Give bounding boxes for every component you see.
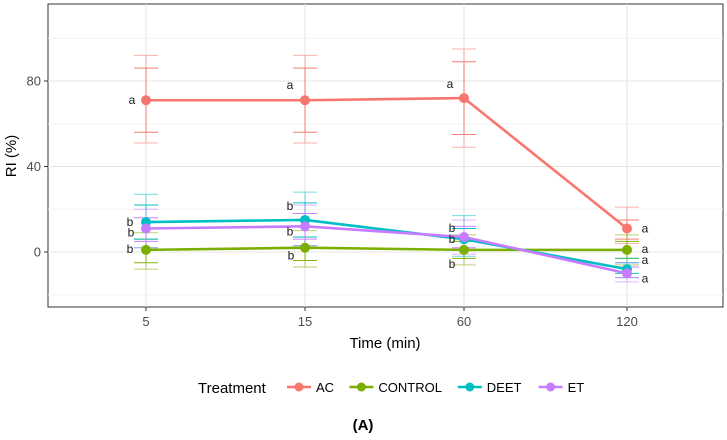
- data-point-control: [141, 244, 151, 255]
- significance-label-ac: a: [287, 78, 294, 92]
- data-point-et: [300, 221, 310, 232]
- data-point-ac: [459, 93, 469, 104]
- y-tick-label: 40: [27, 159, 41, 174]
- data-point-control: [622, 244, 632, 255]
- significance-label-ac: a: [129, 93, 136, 107]
- data-point-et: [459, 232, 469, 243]
- significance-label-control: b: [449, 257, 456, 271]
- x-tick-label: 15: [298, 314, 312, 329]
- x-axis-title: Time (min): [349, 335, 420, 352]
- data-point-et: [622, 268, 632, 279]
- series-line-ac: [146, 96, 628, 230]
- data-point-ac: [300, 95, 310, 106]
- panel-label: (A): [353, 417, 374, 434]
- significance-label-ac: a: [642, 221, 649, 235]
- legend-marker: [294, 382, 304, 392]
- legend-marker: [356, 382, 366, 392]
- legend: Treatment AC CONTROL DEET ET: [198, 380, 584, 397]
- significance-label-deet: b: [127, 215, 134, 229]
- legend-marker: [465, 382, 475, 392]
- significance-label-control: b: [288, 249, 295, 263]
- y-axis-title: RI (%): [3, 135, 20, 178]
- significance-label-control: a: [642, 242, 649, 256]
- series-lines: [145, 96, 628, 275]
- legend-label: ET: [568, 380, 585, 395]
- y-axis: 0 40 80: [27, 74, 48, 260]
- data-point-ac: [622, 223, 632, 234]
- x-axis: 5 15 60 120: [142, 307, 638, 329]
- legend-marker: [546, 382, 556, 392]
- x-tick-label: 5: [142, 314, 149, 329]
- significance-label-ac: a: [447, 77, 454, 91]
- y-tick-label: 0: [34, 245, 41, 260]
- significance-label-control: b: [127, 242, 134, 256]
- legend-title: Treatment: [198, 380, 267, 397]
- legend-label: DEET: [487, 380, 522, 395]
- y-tick-label: 80: [27, 74, 41, 89]
- data-point-ac: [141, 95, 151, 106]
- plot-panel: [47, 3, 724, 308]
- significance-label-et: a: [642, 271, 649, 285]
- data-point-control: [459, 244, 469, 255]
- significance-label-et: b: [449, 232, 456, 246]
- significance-label-et: b: [287, 224, 294, 238]
- significance-label-deet: b: [287, 199, 294, 213]
- legend-item-ac: AC: [287, 380, 334, 395]
- legend-item-control: CONTROL: [349, 380, 442, 395]
- grid-minor: [48, 37, 723, 296]
- legend-label: AC: [316, 380, 334, 395]
- series-line-et: [145, 225, 628, 275]
- series-line-control: [145, 246, 627, 252]
- x-tick-label: 60: [457, 314, 471, 329]
- data-point-control: [300, 242, 310, 253]
- data-point-et: [141, 223, 151, 234]
- series-points: [141, 93, 632, 279]
- x-tick-label: 120: [616, 314, 638, 329]
- legend-item-et: ET: [538, 380, 585, 395]
- legend-item-deet: DEET: [457, 380, 522, 395]
- significance-label-deet: b: [449, 221, 456, 235]
- legend-label: CONTROL: [378, 380, 442, 395]
- significance-label-et: b: [128, 225, 135, 239]
- significance-label-deet: a: [642, 253, 649, 267]
